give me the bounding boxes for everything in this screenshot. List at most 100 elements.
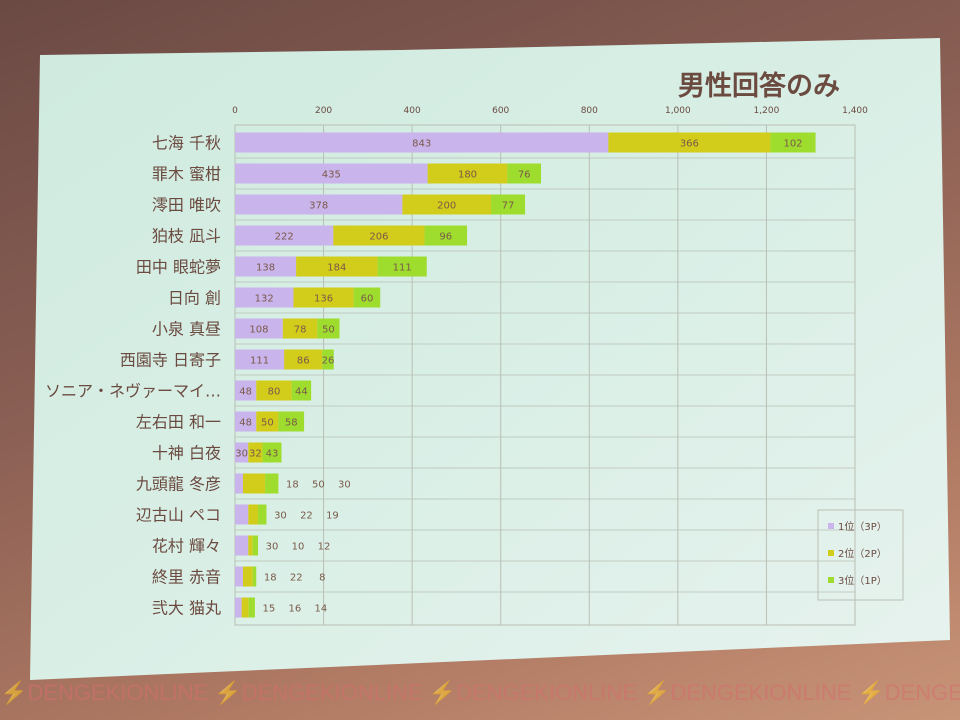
category-label: 辺古山 ペコ [136,506,221,525]
data-label: 366 [680,139,699,150]
bar-segment [296,256,378,277]
data-label: 19 [326,511,339,522]
data-label: 102 [783,139,802,150]
bar-segment [235,287,294,308]
data-label: 77 [502,201,515,212]
legend-swatch [828,577,834,583]
category-label: 澪田 唯吹 [152,196,221,215]
data-label: 22 [290,573,303,584]
data-label: 222 [275,232,294,243]
category-label: 七海 千秋 [152,134,221,153]
category-label: 日向 創 [168,289,221,308]
watermark-logo: ⚡DENGEKIONLINE [428,680,637,705]
bar-segment [256,380,292,401]
bar-segment [490,194,526,215]
bar-segment [333,225,425,246]
legend-label: 2位（2P） [838,547,887,560]
chart-title: 男性回答のみ [678,70,840,102]
category-label: ソニア・ネヴァーマイ… [45,382,221,401]
data-label: 30 [235,449,248,460]
data-label: 378 [309,201,328,212]
data-label: 18 [286,480,299,491]
bar-segment [258,504,267,525]
bar-segment [235,380,257,401]
data-label: 184 [327,263,346,274]
category-label: 狛枝 凪斗 [152,227,221,246]
x-tick-label: 1,200 [754,106,780,116]
data-label: 138 [256,263,275,274]
data-label: 50 [261,418,274,429]
category-label: 弐大 猫丸 [152,599,221,618]
bar-segment [248,535,253,556]
bar-segment [235,597,242,618]
data-label: 12 [318,542,331,553]
bar-segment [322,349,334,370]
data-label: 30 [274,511,287,522]
bar-segment [235,504,249,525]
x-tick-label: 1,400 [842,106,868,116]
bar-segment [248,504,259,525]
bar-segment [377,256,427,277]
data-label: 206 [369,232,388,243]
data-label: 108 [249,325,268,336]
bar-segment [235,535,249,556]
data-label: 50 [322,325,335,336]
data-label: 16 [289,604,302,615]
bar-segment [770,132,816,153]
bar-segment [317,318,340,339]
data-label: 132 [255,294,274,305]
x-tick-label: 1,000 [665,106,691,116]
bar-segment [278,411,305,432]
category-label: 小泉 真昼 [152,320,221,339]
bar-segment [235,256,297,277]
data-label: 44 [295,387,308,398]
bar-segment [252,535,259,556]
category-label: 左右田 和一 [136,413,221,432]
data-label: 14 [315,604,328,615]
data-label: 60 [361,294,374,305]
x-tick-label: 600 [492,106,509,116]
data-label: 22 [300,511,313,522]
category-label: 西園寺 日寄子 [120,351,221,370]
bar-segment [291,380,312,401]
legend-swatch [828,550,834,556]
bar-segment [235,225,334,246]
bar-segment [293,287,354,308]
bar-segment [424,225,468,246]
bar-segment [353,287,381,308]
data-label: 435 [322,170,341,181]
bar-segment [235,442,249,463]
legend-label: 3位（1P） [838,574,887,587]
data-label: 18 [264,573,277,584]
x-tick-label: 800 [581,106,598,116]
bar-segment [235,473,243,494]
category-label: 九頭龍 冬彦 [136,475,221,494]
x-tick-label: 400 [404,106,421,116]
data-label: 80 [268,387,281,398]
data-label: 843 [412,139,431,150]
bar-segment [235,566,243,587]
legend: 1位（3P） 2位（2P） 3位（1P） [817,509,904,601]
legend-label: 1位（3P） [838,520,887,533]
bar-segment [282,318,318,339]
data-label: 200 [437,201,456,212]
data-label: 48 [239,418,252,429]
bar-segment [235,163,428,184]
bar-segment [262,442,282,463]
bar-segment [235,132,609,153]
data-label: 15 [263,604,276,615]
data-label: 30 [266,542,279,553]
category-label: 花村 輝々 [152,537,221,556]
data-label: 48 [239,387,252,398]
legend-frame [817,509,904,601]
data-label: 86 [297,356,310,367]
data-label: 76 [518,170,531,181]
data-label: 43 [266,449,279,460]
data-label: 111 [250,356,269,367]
bar-segment [284,349,323,370]
data-label: 180 [458,170,477,181]
data-label: 30 [338,480,351,491]
bar-segment [256,411,279,432]
